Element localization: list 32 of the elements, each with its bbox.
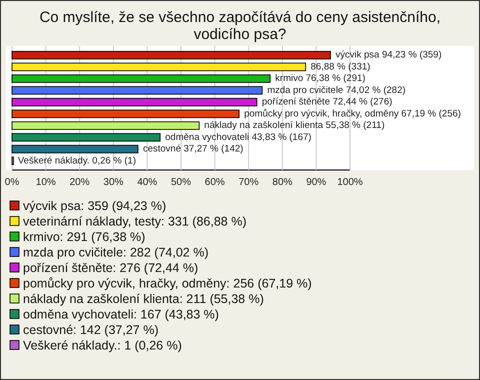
- x-tick-label: 30%: [103, 177, 124, 188]
- x-tick-label: 70%: [238, 177, 259, 188]
- x-tick-label: 20%: [70, 177, 90, 188]
- data-label: odměna vychovateli 43,83 % (167): [165, 132, 312, 143]
- data-label: mzda pro cvičitele 74,02 % (282): [267, 84, 406, 96]
- x-tick-label: 50%: [170, 177, 192, 188]
- data-label: cestovné 37,27 % (142): [142, 144, 244, 155]
- chart-title: Co myslíte, že se všechno započítává do ceny asistenčního, vodicího psa?: [39, 9, 441, 43]
- data-label: 86,88 % (331): [310, 61, 370, 72]
- data-label: pomůcky pro výcvik, hračky, odměny 67,19 % (256): [244, 108, 461, 120]
- data-label: náklady na zaškolení klienta 55,38 % (211): [204, 120, 385, 132]
- x-tick-label: 60%: [204, 177, 225, 188]
- x-tick-label: 100%: [337, 177, 363, 188]
- data-label: pořízení štěněte 72,44 % (276): [262, 96, 392, 108]
- legend-label: Veškeré náklady.: 1 (0,26 %): [23, 338, 182, 352]
- legend-label: cestovné: 142 (37,27 %): [23, 323, 158, 337]
- legend-label: pomůcky pro výcvik, hračky, odměny: 256 (67,19 %): [23, 276, 312, 290]
- legend-label: mzda pro cvičitele: 282 (74,02 %): [23, 246, 209, 260]
- legend-label: náklady na zaškolení klienta: 211 (55,38 %): [23, 292, 264, 306]
- x-tick-label: 40%: [137, 177, 158, 188]
- x-tick-label: 0%: [4, 177, 20, 188]
- x-tick-label: 90%: [306, 177, 326, 188]
- legend-label: krmivo: 291 (76,38 %): [23, 230, 146, 244]
- data-label: Veškeré náklady. 0,26 % (1): [18, 155, 136, 166]
- x-tick-label: 10%: [36, 177, 56, 188]
- legend-label: pořízení štěněte: 276 (72,44 %): [23, 261, 198, 275]
- x-tick-label: 80%: [272, 177, 293, 188]
- data-label: krmivo 76,38 % (291): [275, 73, 366, 84]
- data-label: výcvik psa 94,23 % (359): [335, 50, 442, 61]
- legend-label: výcvik psa: 359 (94,23 %): [23, 199, 166, 213]
- legend-label: odměna vychovateli: 167 (43,83 %): [23, 308, 219, 322]
- legend-label: veterinární náklady, testy: 331 (86,88 %): [23, 214, 246, 228]
